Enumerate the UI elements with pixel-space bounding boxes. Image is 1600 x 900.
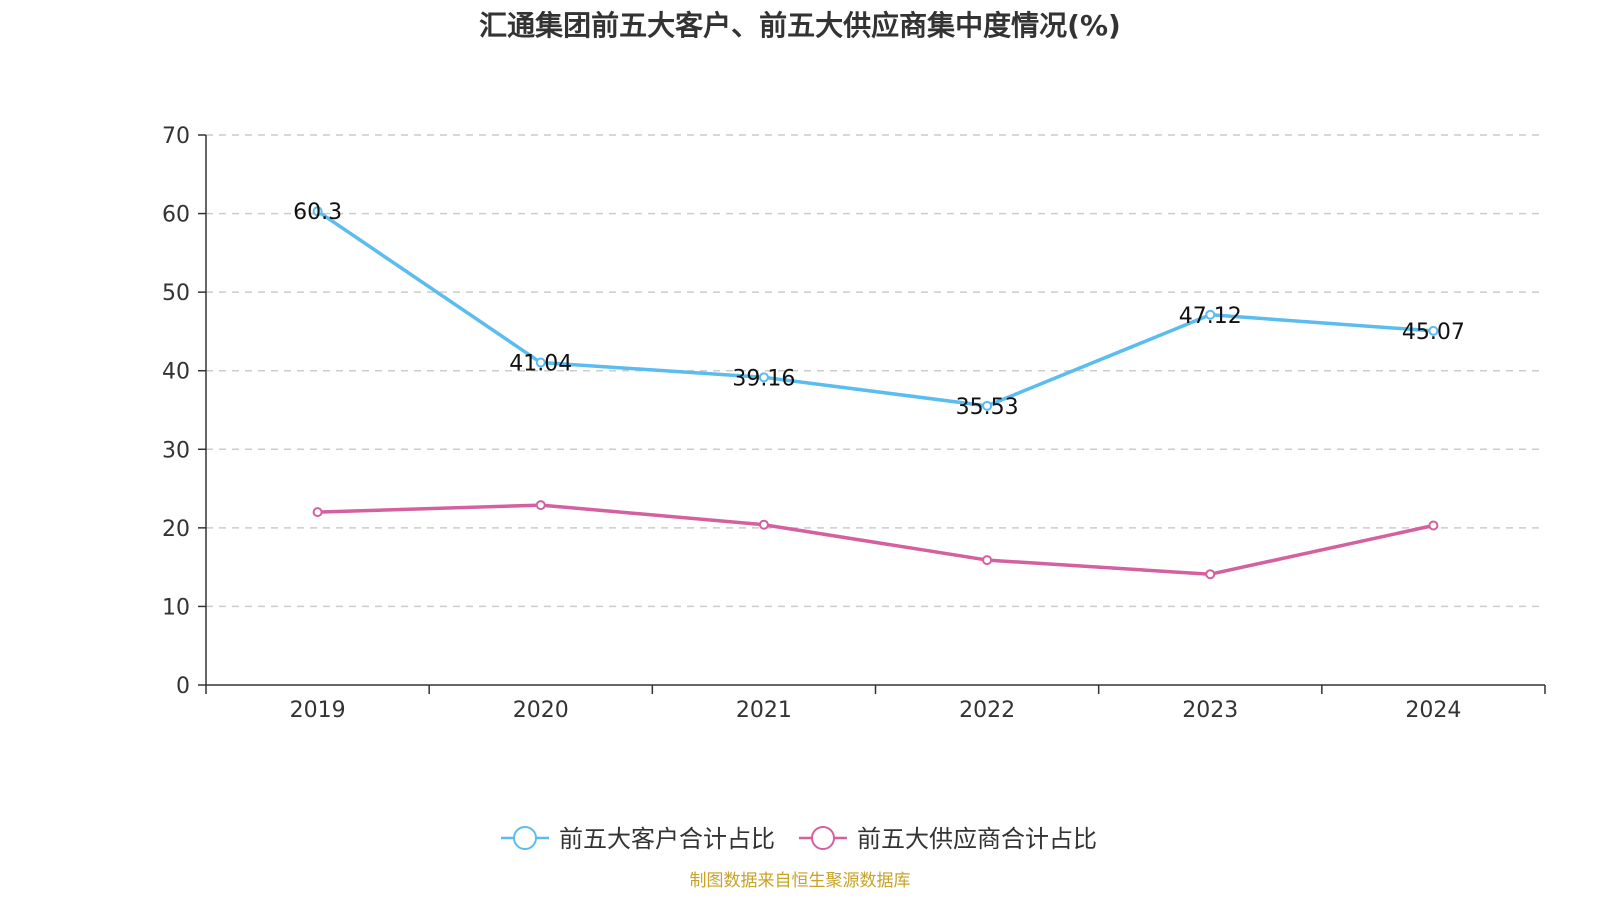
data-point[interactable]: [312, 206, 323, 217]
y-tick-label: 70: [162, 124, 190, 149]
data-point[interactable]: [1428, 325, 1439, 336]
x-tick-label: 2023: [1182, 698, 1238, 723]
data-label: 45.07: [1402, 320, 1465, 345]
data-label: 39.16: [732, 366, 795, 391]
data-point[interactable]: [1428, 520, 1439, 531]
y-tick-label: 30: [162, 438, 190, 463]
data-label: 60.3: [293, 200, 342, 225]
legend-item-1[interactable]: 前五大客户合计占比: [501, 825, 775, 853]
x-tick-label: 2020: [513, 698, 569, 723]
y-tick-label: 10: [162, 595, 190, 620]
legend-item-2[interactable]: 前五大供应商合计占比: [799, 825, 1097, 853]
legend-label: 前五大供应商合计占比: [857, 825, 1097, 853]
y-tick-label: 20: [162, 517, 190, 542]
data-label: 35.53: [956, 395, 1019, 420]
data-point[interactable]: [758, 372, 769, 383]
data-point[interactable]: [982, 555, 993, 566]
grid-lines: [206, 134, 1545, 608]
data-label: 47.12: [1179, 304, 1242, 329]
data-point[interactable]: [535, 357, 546, 368]
data-point[interactable]: [758, 519, 769, 530]
axes: 0 10 20 30 40 50 60 70 2019 2020 2021 2022 2023 2024: [162, 124, 1546, 723]
legend-circle-icon: [811, 826, 835, 850]
data-point[interactable]: [982, 400, 993, 411]
source-note: 制图数据来自恒生聚源数据库: [689, 871, 911, 891]
series-line-2: [317, 503, 1434, 576]
y-tick-label: 40: [162, 360, 190, 385]
x-tick-label: 2019: [290, 698, 346, 723]
series-lines: [312, 206, 1439, 580]
x-tick-label: 2024: [1405, 698, 1461, 723]
data-point[interactable]: [1205, 309, 1216, 320]
x-tick-label: 2021: [736, 698, 792, 723]
y-tick-label: 60: [162, 203, 190, 228]
chart-title: 汇通集团前五大客户、前五大供应商集中度情况(%): [479, 9, 1121, 42]
data-labels: 60.3 41.04 39.16 35.53 47.12 45.07: [293, 200, 1465, 420]
x-tick-label: 2022: [959, 698, 1015, 723]
legend-circle-icon: [513, 826, 537, 850]
data-point[interactable]: [312, 507, 323, 518]
series-line-1: [316, 209, 1434, 408]
data-point[interactable]: [535, 500, 546, 511]
y-tick-label: 0: [176, 674, 190, 699]
data-point[interactable]: [1205, 569, 1216, 580]
legend[interactable]: 前五大客户合计占比 前五大供应商合计占比: [501, 825, 1097, 853]
legend-label: 前五大客户合计占比: [559, 825, 775, 853]
y-tick-label: 50: [162, 281, 190, 306]
data-label: 41.04: [509, 352, 572, 377]
